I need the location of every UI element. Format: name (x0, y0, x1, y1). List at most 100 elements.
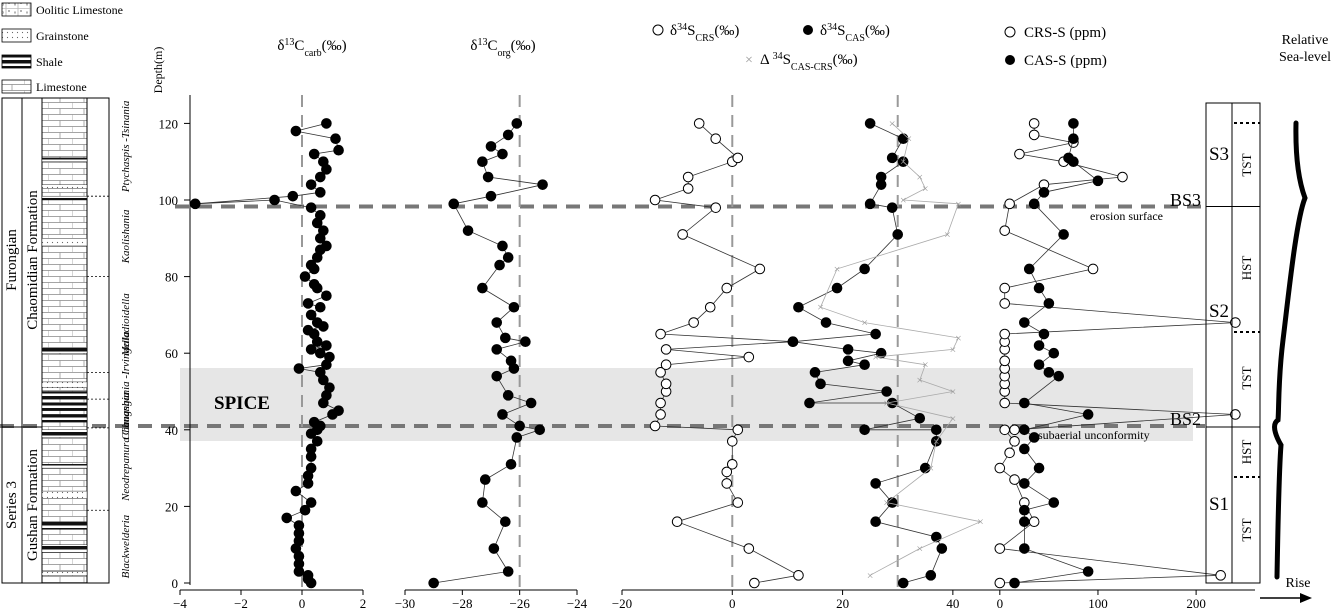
data-point (649, 194, 661, 206)
data-point (886, 152, 898, 164)
data-point (287, 190, 299, 202)
series-line (654, 123, 800, 584)
data-point (999, 225, 1011, 236)
data-point (333, 405, 344, 416)
biozone-label: Maladioidella (120, 293, 132, 357)
data-point: × (817, 300, 824, 314)
biozone-column (86, 97, 110, 584)
data-point (321, 340, 332, 351)
data-point (1028, 516, 1040, 528)
data-point (525, 397, 537, 409)
biozone-label: Neodrepanura (120, 437, 132, 502)
legend-label-shale: Shale (36, 55, 63, 69)
sequence-label-s3: S3 (1209, 144, 1229, 165)
data-point (804, 397, 815, 409)
sequence-column: S3 S2 S1 TST HST TST HST TST (1205, 102, 1261, 584)
lithology-column (41, 97, 88, 584)
lithology-bed (41, 184, 88, 189)
data-point (793, 301, 804, 313)
data-point (1033, 462, 1045, 474)
sequence-label-s2: S2 (1209, 301, 1229, 322)
data-point (1009, 577, 1020, 589)
data-point (1230, 317, 1241, 328)
tract-label-s1-hst: HST (1239, 440, 1254, 465)
data-point (500, 516, 511, 528)
data-point (710, 133, 722, 145)
data-point (1028, 118, 1040, 129)
data-point (1082, 409, 1094, 420)
data-point (315, 367, 326, 378)
data-point (1028, 198, 1040, 210)
x-tick-label: −2 (234, 596, 248, 610)
data-point (671, 516, 683, 528)
data-point: × (916, 542, 923, 556)
data-point (999, 397, 1011, 409)
lithology-bed (41, 195, 88, 201)
data-point (477, 156, 488, 167)
data-point (1009, 474, 1020, 485)
data-point (305, 497, 317, 508)
lithology-bed (41, 490, 88, 499)
legend-label-oolitic-limestone: Oolitic Limestone (36, 3, 123, 17)
data-point (315, 210, 326, 221)
formation-label-chaomidian: Chaomidian Formation (25, 190, 41, 330)
data-point (1019, 543, 1030, 554)
x-tick-label: 100 (1088, 596, 1108, 610)
data-point (682, 183, 694, 194)
panel2-title: δ13Corg(‰) (470, 37, 535, 59)
data-point: × (900, 193, 907, 207)
data-point (520, 336, 531, 348)
x-tick-label: 0 (299, 596, 306, 610)
x-tick-label: 2 (360, 596, 367, 610)
panel-2: −30 −28 −26 −24 (395, 95, 588, 610)
data-point (308, 148, 320, 160)
data-point (842, 344, 854, 355)
data-point (302, 570, 314, 581)
data-point (1068, 118, 1079, 129)
data-point (660, 344, 672, 355)
data-point (302, 324, 314, 336)
panel-3: −20 0 20 40××××××××××××××××××××××××× (612, 95, 1008, 610)
rise-arrow-head (1300, 593, 1312, 603)
data-point (787, 336, 799, 348)
bs2-label: BS2 (1170, 409, 1201, 429)
data-point (931, 531, 942, 543)
data-point: × (955, 197, 962, 211)
data-point (710, 202, 722, 213)
data-point (189, 198, 201, 210)
legend-marker-crs-ppm-open (1004, 26, 1016, 38)
lithology-bed (41, 347, 88, 354)
data-point (682, 171, 694, 183)
data-point (308, 278, 320, 290)
x-tick-label: −24 (567, 596, 588, 610)
panel-1: −4 −2 0 2 (173, 95, 366, 610)
data-point (502, 566, 514, 577)
data-point (875, 171, 887, 183)
data-point (502, 252, 514, 263)
lithology-bed (41, 544, 88, 553)
data-point (842, 355, 854, 367)
data-point (1009, 435, 1020, 447)
data-point: × (900, 155, 907, 169)
data-point (305, 202, 317, 213)
legend-marker-cas-ppm-filled (1005, 55, 1015, 65)
x-tick-label: −26 (509, 596, 530, 610)
sea-level-curve (1272, 120, 1308, 580)
lithology-bed (41, 571, 88, 576)
data-point (1004, 447, 1015, 459)
data-point (324, 351, 335, 363)
data-point (537, 179, 548, 190)
data-point (290, 485, 302, 497)
data-point (305, 309, 317, 321)
legend-cas-label: δ34SCAS(‰) (820, 22, 890, 44)
series-line (819, 123, 982, 576)
data-point (305, 179, 317, 190)
data-point (655, 367, 666, 378)
data-point (936, 543, 948, 554)
legend-marker-delta-cross: × (745, 53, 753, 68)
biozone-label: Blackwelderia (120, 514, 132, 578)
data-point (462, 225, 474, 236)
data-point (870, 516, 881, 528)
data-point (999, 282, 1011, 294)
data-point (485, 141, 497, 152)
